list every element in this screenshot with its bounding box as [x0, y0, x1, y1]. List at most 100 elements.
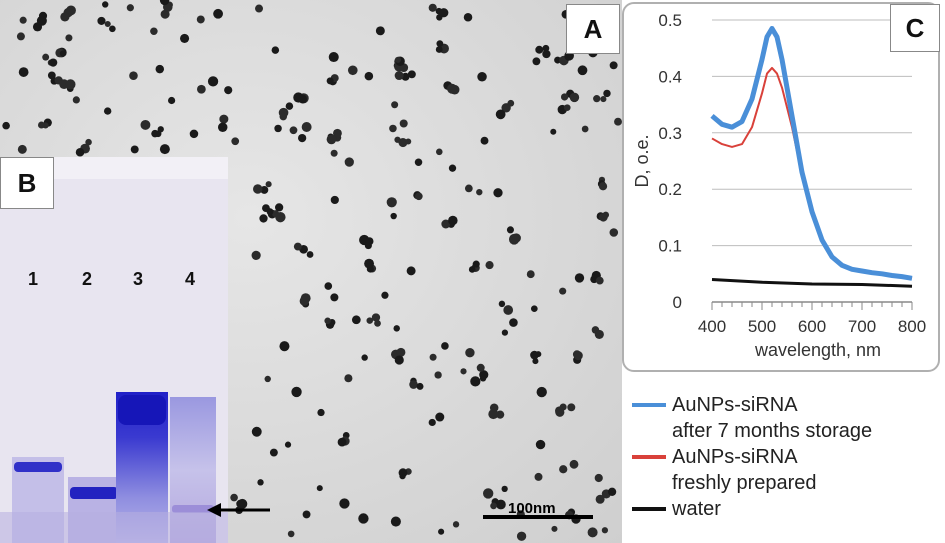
nanoparticle	[37, 121, 45, 129]
nanoparticle	[231, 137, 240, 146]
legend-label: water	[672, 498, 721, 520]
nanoparticle	[587, 527, 598, 538]
nanoparticle	[447, 83, 458, 94]
nanoparticle	[189, 129, 199, 139]
nanoparticle	[493, 188, 503, 198]
nanoparticle	[574, 273, 585, 283]
nanoparticle	[581, 125, 589, 133]
nanoparticle	[16, 32, 25, 41]
nanoparticle	[439, 8, 449, 18]
nanoparticle	[501, 485, 508, 493]
nanoparticle	[285, 102, 294, 110]
nanoparticle	[374, 320, 381, 327]
nanoparticle	[197, 84, 206, 94]
nanoparticle	[405, 138, 412, 145]
nanoparticle	[572, 350, 581, 359]
nanoparticle	[526, 270, 535, 279]
nanoparticle	[371, 313, 381, 322]
nanoparticle	[470, 376, 481, 387]
nanoparticle	[271, 46, 280, 54]
nanoparticle	[577, 65, 588, 76]
nanoparticle	[259, 214, 268, 223]
nanoparticle	[501, 329, 509, 336]
nanoparticle	[160, 9, 170, 19]
nanoparticle	[601, 527, 609, 534]
nanoparticle	[126, 4, 134, 12]
nanoparticle	[509, 318, 518, 327]
nanoparticle	[594, 329, 604, 339]
nanoparticle	[567, 403, 576, 412]
x-tick-label: 400	[698, 317, 726, 336]
gel-bands	[0, 157, 228, 543]
nanoparticle	[237, 498, 248, 509]
nanoparticle	[279, 341, 290, 352]
lane-1-band	[14, 462, 62, 472]
nanoparticle	[275, 203, 284, 212]
nanoparticle	[436, 40, 444, 47]
x-tick-label: 500	[748, 317, 776, 336]
nanoparticle	[213, 8, 223, 19]
nanoparticle	[291, 386, 302, 398]
nanoparticle	[468, 266, 476, 273]
legend-label: AuNPs-siRNA	[672, 394, 798, 416]
nanoparticle	[489, 403, 499, 412]
nanoparticle	[435, 148, 443, 156]
nanoparticle	[337, 437, 347, 447]
nanoparticle	[390, 516, 401, 527]
nanoparticle	[460, 368, 467, 375]
nanoparticle	[251, 250, 261, 260]
nanoparticle	[351, 315, 361, 325]
scale-bar	[483, 515, 593, 519]
legend-swatch	[632, 507, 666, 511]
nanoparticle	[219, 114, 229, 124]
nanoparticle	[298, 133, 307, 143]
nanoparticle	[399, 119, 408, 128]
nanoparticle	[72, 96, 80, 104]
nanoparticle	[224, 86, 233, 95]
nanoparticle	[593, 95, 601, 103]
scale-bar-label: 100nm	[508, 500, 556, 517]
lane-label-4: 4	[185, 269, 196, 289]
nanoparticle	[441, 219, 451, 229]
nanoparticle	[530, 305, 538, 313]
nanoparticle	[559, 465, 568, 474]
nanoparticle	[366, 317, 374, 324]
nanoparticle	[85, 138, 92, 146]
nanoparticle	[506, 226, 515, 234]
nanoparticle	[393, 325, 400, 332]
nanoparticle	[563, 104, 571, 111]
lane-label-2: 2	[82, 269, 93, 289]
nanoparticle	[155, 64, 165, 74]
nanoparticle	[463, 12, 473, 22]
nanoparticle	[406, 266, 416, 276]
absorbance-chart: 0 0.1 0.2 0.3 0.4 0.5 400 500 600 700 800 wavelengt…	[632, 11, 926, 360]
nanoparticle	[298, 94, 308, 104]
nanoparticle	[18, 67, 29, 77]
nanoparticle	[479, 375, 487, 382]
nanoparticle	[398, 138, 408, 148]
y-tick-label: 0.1	[658, 237, 682, 256]
nanoparticle	[535, 439, 546, 450]
nanoparticle	[19, 16, 27, 24]
nanoparticle	[477, 72, 487, 82]
nanoparticle	[375, 26, 385, 36]
series-line-0	[710, 25, 913, 281]
nanoparticle	[607, 487, 617, 496]
nanoparticle	[364, 258, 375, 269]
nanoparticle	[407, 70, 416, 79]
nanoparticle	[265, 181, 272, 188]
nanoparticle	[150, 27, 158, 36]
nanoparticle	[274, 124, 282, 133]
nanoparticle	[435, 412, 445, 422]
nanoparticle	[394, 355, 404, 365]
nanoparticle	[2, 121, 10, 130]
nanoparticle	[600, 96, 607, 103]
nanoparticle	[129, 71, 138, 80]
nanoparticle	[532, 358, 539, 365]
nanoparticle	[364, 71, 374, 81]
nanoparticle	[569, 92, 580, 103]
legend-item-fresh: AuNPs-siRNA freshly prepared	[632, 444, 942, 496]
nanoparticle	[344, 157, 354, 167]
nanoparticle	[66, 5, 76, 16]
nanoparticle	[415, 192, 423, 201]
